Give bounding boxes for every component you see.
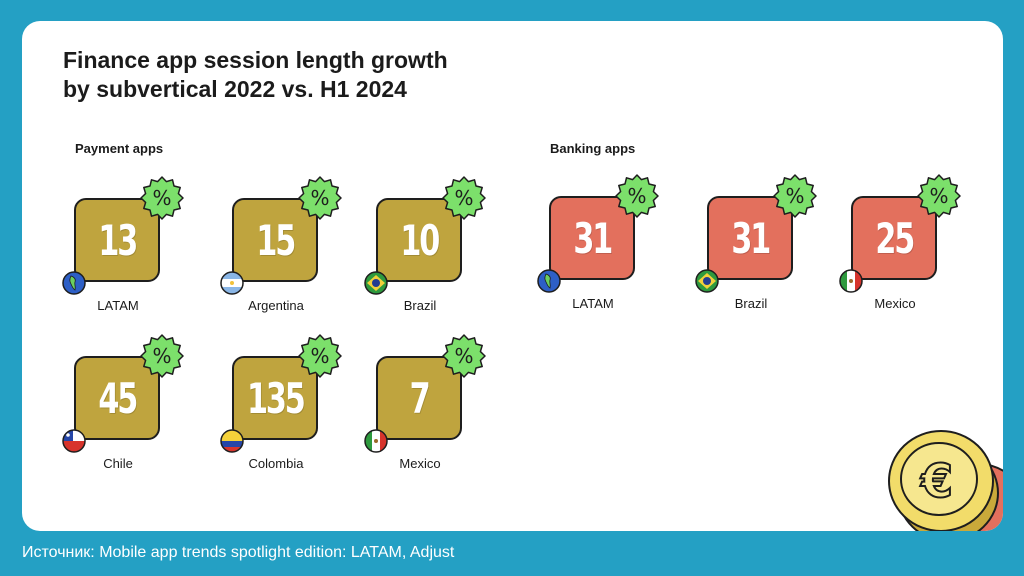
chile-flag-icon <box>62 429 86 453</box>
percent-unit-label: % <box>454 186 473 210</box>
growth-tile: 135 % Colombia <box>220 334 380 476</box>
growth-tile: 10 % Brazil <box>364 176 524 318</box>
growth-value: 15 <box>256 215 296 265</box>
growth-tile: 15 % Argentina <box>220 176 380 318</box>
value-box: 15 <box>232 198 318 282</box>
growth-value: 45 <box>98 373 138 423</box>
value-box: 135 <box>232 356 318 440</box>
percent-unit-label: % <box>152 186 171 210</box>
value-box: 31 <box>549 196 635 280</box>
region-label: Brazil <box>403 298 437 313</box>
percent-badge-icon: % <box>298 334 342 378</box>
percent-unit-label: % <box>152 344 171 368</box>
value-box: 31 <box>707 196 793 280</box>
percent-badge-icon: % <box>773 174 817 218</box>
mexico-flag-icon <box>364 429 388 453</box>
growth-tile: 25 % Mexico <box>839 174 999 316</box>
percent-unit-label: % <box>310 344 329 368</box>
percent-unit-label: % <box>785 184 804 208</box>
percent-unit-label: % <box>929 184 948 208</box>
region-label: LATAM <box>97 298 139 313</box>
region-label: Mexico <box>399 456 441 471</box>
percent-badge-icon: % <box>140 176 184 220</box>
growth-value: 25 <box>875 213 915 263</box>
value-box: 10 <box>376 198 462 282</box>
growth-tile: 31 % Brazil <box>695 174 855 316</box>
percent-badge-icon: % <box>298 176 342 220</box>
growth-tile: 45 % Chile <box>62 334 222 476</box>
region-label: Mexico <box>874 296 916 311</box>
percent-badge-icon: % <box>615 174 659 218</box>
percent-badge-icon: % <box>442 176 486 220</box>
euro-coin-icon: € <box>888 430 1003 531</box>
percent-badge-icon: % <box>917 174 961 218</box>
growth-value: 13 <box>98 215 138 265</box>
region-label: Colombia <box>248 456 304 471</box>
percent-unit-label: % <box>454 344 473 368</box>
region-label: Argentina <box>248 298 304 313</box>
colombia-flag-icon <box>220 429 244 453</box>
section-label-banking: Banking apps <box>550 141 636 156</box>
growth-value: 7 <box>409 373 431 423</box>
percent-unit-label: % <box>310 186 329 210</box>
value-box: 25 <box>851 196 937 280</box>
svg-text:€: € <box>920 454 953 508</box>
growth-value: 10 <box>400 215 440 265</box>
latam-flag-icon <box>62 271 86 295</box>
growth-tile: 13 % LATAM <box>62 176 222 318</box>
source-caption: Источник: Mobile app trends spotlight ed… <box>22 544 455 561</box>
percent-badge-icon: % <box>442 334 486 378</box>
growth-value: 31 <box>731 213 771 263</box>
growth-tile: 31 % LATAM <box>537 174 697 316</box>
percent-badge-icon: % <box>140 334 184 378</box>
value-box: 45 <box>74 356 160 440</box>
argentina-flag-icon <box>220 271 244 295</box>
percent-unit-label: % <box>627 184 646 208</box>
latam-flag-icon <box>537 269 561 293</box>
section-label-payment: Payment apps <box>75 141 164 156</box>
region-label: LATAM <box>572 296 614 311</box>
growth-tile: 7 % Mexico <box>364 334 524 476</box>
brazil-flag-icon <box>364 271 388 295</box>
region-label: Brazil <box>734 296 768 311</box>
mexico-flag-icon <box>839 269 863 293</box>
growth-value: 135 <box>246 373 306 423</box>
value-box: 7 <box>376 356 462 440</box>
brazil-flag-icon <box>695 269 719 293</box>
value-box: 13 <box>74 198 160 282</box>
region-label: Chile <box>103 456 133 471</box>
chart-title: Finance app session length growth by sub… <box>63 47 448 102</box>
infographic-card: Finance app session length growth by sub… <box>22 21 1003 531</box>
growth-value: 31 <box>573 213 613 263</box>
